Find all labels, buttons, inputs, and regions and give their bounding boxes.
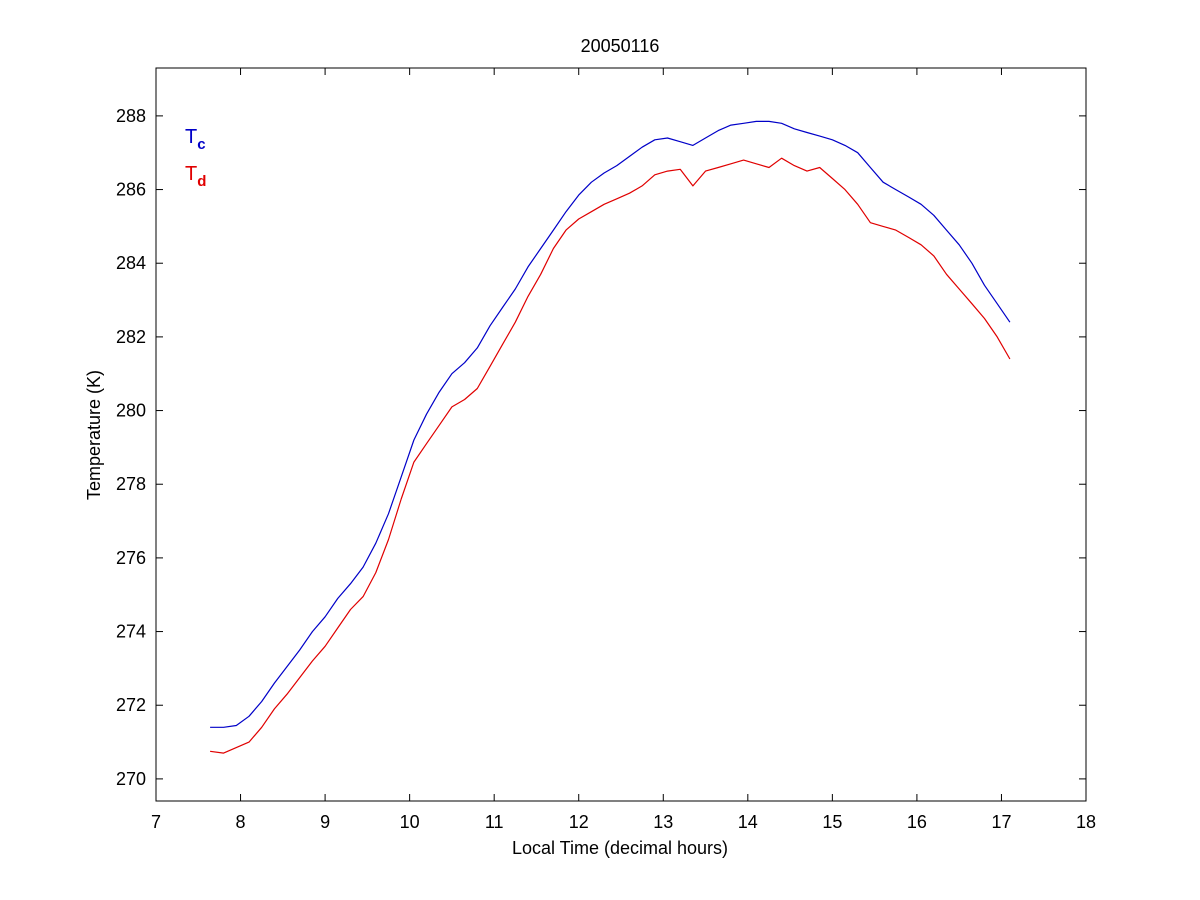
x-tick-label: 18 xyxy=(1076,812,1096,832)
y-tick-label: 282 xyxy=(116,327,146,347)
x-tick-label: 8 xyxy=(236,812,246,832)
legend-entry-d: Td xyxy=(185,163,206,190)
y-tick-label: 270 xyxy=(116,769,146,789)
y-tick-label: 274 xyxy=(116,622,146,642)
y-axis-label: Temperature (K) xyxy=(84,370,104,500)
x-tick-label: 15 xyxy=(822,812,842,832)
y-tick-label: 286 xyxy=(116,180,146,200)
x-tick-label: 17 xyxy=(991,812,1011,832)
y-tick-label: 276 xyxy=(116,548,146,568)
x-tick-label: 10 xyxy=(400,812,420,832)
x-tick-label: 11 xyxy=(485,812,504,832)
y-axis: 270 272 274 276 278 280 282 284 286 288 xyxy=(116,106,1086,789)
chart-title: 20050116 xyxy=(581,36,660,56)
x-tick-label: 7 xyxy=(151,812,161,832)
x-axis: 7 8 9 10 11 12 13 14 15 16 17 18 xyxy=(151,68,1096,832)
plot-area-frame xyxy=(155,67,1087,802)
series-line-d xyxy=(210,157,1011,754)
series-line-c xyxy=(210,120,1011,728)
series-layer xyxy=(210,120,1011,754)
y-tick-label: 278 xyxy=(116,474,146,494)
x-tick-label: 14 xyxy=(738,812,758,832)
y-tick-label: 288 xyxy=(116,106,146,126)
x-tick-label: 12 xyxy=(569,812,589,832)
y-tick-label: 284 xyxy=(116,253,146,273)
y-tick-label: 280 xyxy=(116,401,146,421)
legend: Tc Td xyxy=(185,126,206,190)
x-tick-label: 16 xyxy=(907,812,927,832)
legend-entry-c: Tc xyxy=(185,126,206,153)
x-tick-label: 9 xyxy=(320,812,330,832)
x-tick-label: 13 xyxy=(653,812,673,832)
y-tick-label: 272 xyxy=(116,695,146,715)
x-axis-label: Local Time (decimal hours) xyxy=(512,838,728,858)
